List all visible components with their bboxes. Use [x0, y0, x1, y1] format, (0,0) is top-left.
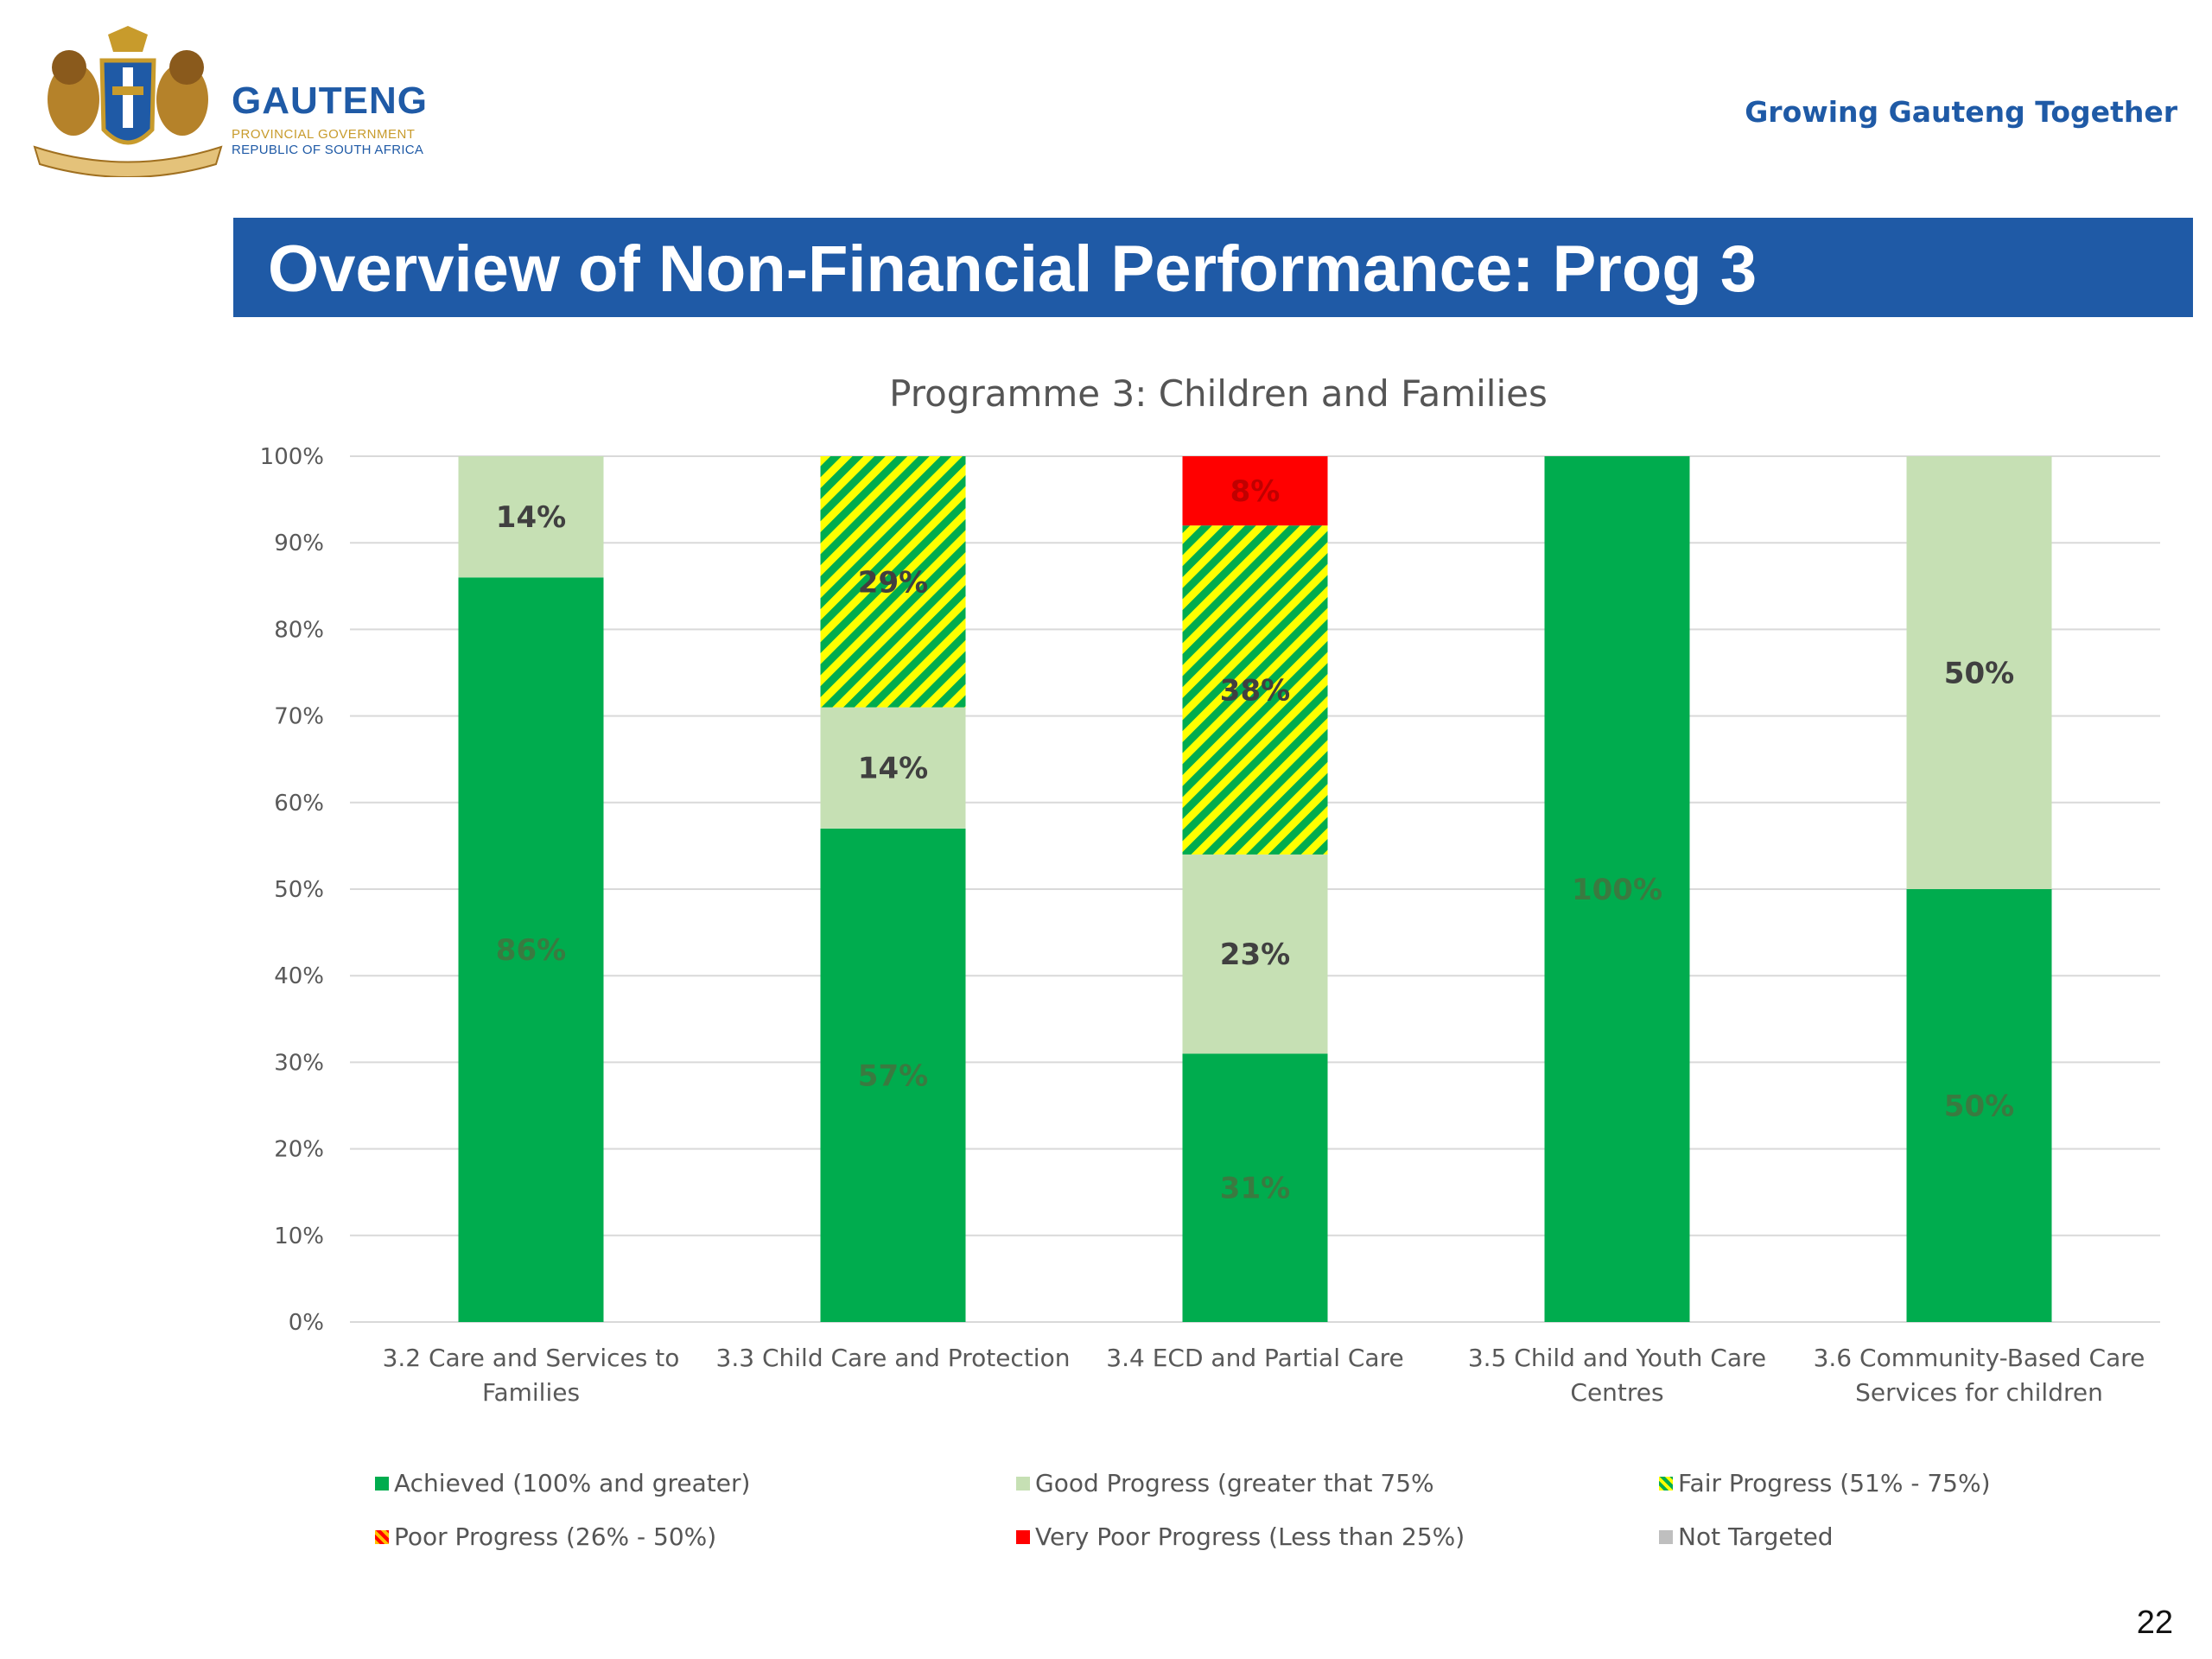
- y-tick-label: 20%: [274, 1137, 324, 1163]
- data-label: 14%: [858, 752, 928, 786]
- x-axis-categories: 3.2 Care and Services to Families 3.3 Chil…: [383, 1344, 2145, 1407]
- legend-swatch: [1016, 1476, 1030, 1491]
- x-category-label: Services for children: [1855, 1378, 2103, 1407]
- y-tick-label: 0%: [289, 1310, 324, 1336]
- y-tick-label: 100%: [260, 444, 324, 470]
- slide-title: Overview of Non-Financial Performance: P…: [268, 232, 1758, 306]
- data-label: 86%: [496, 933, 566, 968]
- legend-item-not-targeted: Not Targeted: [1659, 1522, 1834, 1551]
- gauteng-coat-of-arms-logo: [26, 26, 432, 178]
- data-label: 14%: [496, 500, 566, 535]
- legend-swatch: [1659, 1529, 1673, 1544]
- data-label: 38%: [1220, 674, 1290, 709]
- y-tick-label: 80%: [274, 617, 324, 643]
- coat-of-arms-icon: [33, 26, 223, 178]
- data-label: 31%: [1220, 1172, 1290, 1206]
- legend-swatch: [375, 1529, 389, 1544]
- x-category-label: Centres: [1570, 1378, 1663, 1407]
- brand-name: GAUTENG: [232, 79, 428, 122]
- y-tick-label: 90%: [274, 531, 324, 556]
- bar-segment-good: [1182, 854, 1328, 1054]
- bar-segment-achieved: [458, 577, 604, 1322]
- bar-segment-achieved: [1906, 889, 2052, 1322]
- legend-item-achieved: Achieved (100% and greater): [375, 1469, 750, 1497]
- page-number: 22: [2136, 1605, 2173, 1641]
- x-category-label: 3.6 Community-Based Care: [1814, 1344, 2145, 1372]
- bar-segment-good: [820, 707, 966, 829]
- legend-item-very-poor: Very Poor Progress (Less than 25%): [1016, 1522, 1465, 1551]
- legend-swatch: [1659, 1476, 1673, 1491]
- y-tick-label: 30%: [274, 1050, 324, 1076]
- y-tick-label: 60%: [274, 791, 324, 817]
- legend-label: Fair Progress (51% - 75%): [1678, 1469, 1991, 1497]
- legend-label: Not Targeted: [1678, 1522, 1834, 1551]
- legend-label: Good Progress (greater that 75%: [1035, 1469, 1434, 1497]
- title-bar: Overview of Non-Financial Performance: P…: [233, 218, 2193, 317]
- legend-item-good: Good Progress (greater that 75%: [1016, 1469, 1434, 1497]
- x-category-label: Families: [482, 1378, 580, 1407]
- bar-segment-good: [1906, 456, 2052, 889]
- legend-item-poor: Poor Progress (26% - 50%): [375, 1522, 716, 1551]
- data-label: 23%: [1220, 938, 1290, 972]
- data-label: 50%: [1944, 1090, 2014, 1124]
- brand-line-1: PROVINCIAL GOVERNMENT: [232, 127, 416, 142]
- legend-swatch: [1016, 1529, 1030, 1544]
- legend-swatch: [375, 1476, 389, 1491]
- data-labels: 86% 14% 57% 14% 29% 31% 23% 38% 8% 100% 50% 50%: [496, 474, 2014, 1206]
- chart-title: Programme 3: Children and Families: [889, 372, 1548, 415]
- bar-segment-fair: [1182, 525, 1328, 855]
- y-axis: 0% 10% 20% 30% 40% 50% 60% 70% 80% 90% 100%: [260, 444, 324, 1336]
- bar-segment-good: [458, 456, 604, 578]
- x-category-label: 3.3 Child Care and Protection: [716, 1344, 1071, 1372]
- y-tick-label: 50%: [274, 877, 324, 903]
- bars: [458, 456, 2052, 1322]
- brand-line-2: REPUBLIC OF SOUTH AFRICA: [232, 143, 424, 157]
- bar-segment-achieved: [1544, 456, 1690, 1322]
- bar-segment-achieved: [820, 828, 966, 1322]
- x-category-label: 3.2 Care and Services to: [383, 1344, 680, 1372]
- data-label: 8%: [1230, 474, 1281, 509]
- bar-segment-achieved: [1182, 1053, 1328, 1322]
- bar-segment-very_poor: [1182, 456, 1328, 526]
- data-label: 57%: [858, 1058, 928, 1093]
- y-tick-label: 10%: [274, 1224, 324, 1249]
- legend-label: Poor Progress (26% - 50%): [394, 1522, 717, 1551]
- y-tick-label: 70%: [274, 704, 324, 730]
- x-category-label: 3.4 ECD and Partial Care: [1106, 1344, 1403, 1372]
- data-label: 50%: [1944, 657, 2014, 691]
- data-label: 29%: [858, 565, 928, 600]
- x-category-label: 3.5 Child and Youth Care: [1468, 1344, 1766, 1372]
- legend-label: Very Poor Progress (Less than 25%): [1035, 1522, 1465, 1551]
- legend-label: Achieved (100% and greater): [394, 1469, 751, 1497]
- tagline: Growing Gauteng Together: [1745, 95, 2177, 129]
- data-label: 100%: [1572, 873, 1662, 907]
- bar-segment-fair: [820, 456, 966, 708]
- legend-item-fair: Fair Progress (51% - 75%): [1659, 1469, 1991, 1497]
- y-tick-label: 40%: [274, 963, 324, 989]
